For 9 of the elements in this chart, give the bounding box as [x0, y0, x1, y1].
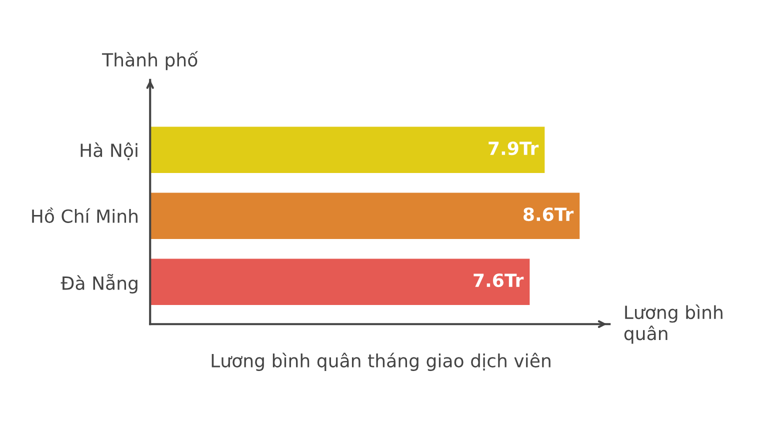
data-label: 7.6Tr	[474, 273, 524, 288]
text: Lương bình quân tháng giao dịch viên	[212, 352, 550, 371]
x-axis-title: Lương bình quân	[624, 304, 722, 344]
y-tick-label: Hồ Chí Minh	[32, 207, 138, 223]
data-label: 7.9Tr	[488, 141, 539, 156]
y-axis-title: Thành phố	[102, 51, 198, 70]
data-label: 8.6Tr	[524, 207, 574, 222]
y-tick-label: Hà Nội	[80, 142, 138, 160]
y-tick-label: Đà Nẵng	[60, 274, 138, 294]
